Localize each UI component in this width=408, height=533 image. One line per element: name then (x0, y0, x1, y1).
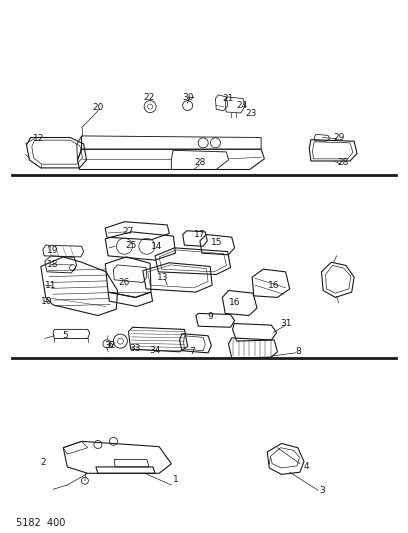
Text: 5182  400: 5182 400 (16, 518, 66, 528)
Text: 26: 26 (119, 278, 130, 287)
Text: 8: 8 (295, 348, 301, 356)
Text: 28: 28 (337, 158, 348, 166)
Text: 10: 10 (41, 297, 53, 305)
Text: 17: 17 (194, 230, 206, 239)
Text: 13: 13 (157, 273, 169, 281)
Text: 19: 19 (47, 246, 59, 255)
Text: 30: 30 (183, 93, 194, 102)
Text: 4: 4 (303, 462, 309, 471)
Text: 23: 23 (245, 109, 257, 118)
Text: 7: 7 (189, 348, 195, 356)
Text: 5: 5 (62, 332, 68, 340)
Text: 14: 14 (151, 242, 163, 251)
Text: 25: 25 (125, 241, 136, 249)
Text: 15: 15 (211, 238, 222, 247)
Text: 28: 28 (194, 158, 206, 167)
Text: 18: 18 (47, 261, 59, 269)
Text: 16: 16 (268, 281, 279, 289)
Text: 20: 20 (92, 103, 104, 112)
Text: 12: 12 (33, 134, 44, 143)
Text: 21: 21 (223, 94, 234, 103)
Text: 34: 34 (149, 346, 161, 355)
Text: 2: 2 (40, 458, 46, 467)
Text: 27: 27 (123, 228, 134, 236)
Text: 22: 22 (143, 93, 155, 101)
Text: 6: 6 (107, 341, 113, 350)
Text: 1: 1 (173, 475, 178, 484)
Text: 11: 11 (45, 281, 57, 289)
Text: 9: 9 (207, 312, 213, 320)
Text: 3: 3 (319, 486, 325, 495)
Text: 16: 16 (229, 298, 240, 307)
Text: 24: 24 (236, 101, 247, 110)
Text: 33: 33 (129, 344, 140, 352)
Text: 32: 32 (104, 341, 116, 350)
Text: 31: 31 (280, 319, 291, 328)
Text: 29: 29 (333, 133, 344, 142)
